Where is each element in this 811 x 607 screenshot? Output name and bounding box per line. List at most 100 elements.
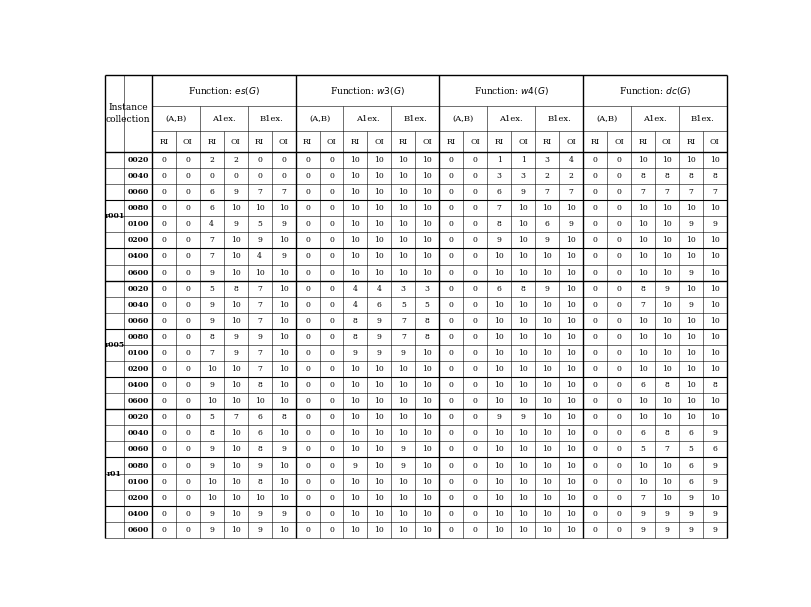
Text: 0: 0 — [448, 285, 453, 293]
Text: 10: 10 — [423, 220, 432, 228]
Text: 10: 10 — [518, 333, 528, 341]
Text: 9: 9 — [712, 429, 717, 438]
Text: 7: 7 — [257, 365, 262, 373]
Text: 9: 9 — [641, 526, 646, 534]
Text: 6: 6 — [257, 413, 262, 421]
Text: 0: 0 — [448, 381, 453, 389]
Text: Function: $\mathit{w}3(G)$: Function: $\mathit{w}3(G)$ — [330, 85, 405, 97]
Text: 6: 6 — [689, 429, 693, 438]
Text: 10: 10 — [350, 381, 360, 389]
Text: 10: 10 — [423, 381, 432, 389]
Text: 0: 0 — [473, 413, 478, 421]
Text: 0: 0 — [448, 220, 453, 228]
Text: 0: 0 — [329, 204, 334, 212]
Text: 10: 10 — [207, 493, 217, 502]
Text: 10: 10 — [518, 478, 528, 486]
Text: 0: 0 — [161, 268, 166, 277]
Text: 0: 0 — [161, 317, 166, 325]
Text: 0: 0 — [448, 493, 453, 502]
Text: 0: 0 — [473, 397, 478, 405]
Text: 0: 0 — [448, 156, 453, 164]
Text: 0: 0 — [185, 429, 191, 438]
Text: 0400: 0400 — [127, 253, 149, 260]
Text: 10: 10 — [279, 236, 289, 245]
Text: 0: 0 — [161, 156, 166, 164]
Text: 0: 0 — [305, 446, 310, 453]
Text: 4: 4 — [257, 253, 262, 260]
Text: 10: 10 — [566, 526, 576, 534]
Text: 10: 10 — [350, 188, 360, 196]
Text: 4: 4 — [377, 285, 382, 293]
Text: 10: 10 — [710, 349, 719, 357]
Text: 9: 9 — [664, 510, 669, 518]
Text: 10: 10 — [518, 365, 528, 373]
Text: 10: 10 — [375, 429, 384, 438]
Text: 10: 10 — [566, 493, 576, 502]
Text: 0: 0 — [593, 285, 598, 293]
Text: 10: 10 — [350, 446, 360, 453]
Text: 0: 0 — [616, 236, 621, 245]
Text: Instance
collection: Instance collection — [106, 103, 151, 124]
Text: 10: 10 — [231, 365, 241, 373]
Text: 0: 0 — [329, 526, 334, 534]
Text: 10: 10 — [398, 253, 408, 260]
Text: 0: 0 — [616, 253, 621, 260]
Text: 0: 0 — [473, 285, 478, 293]
Text: 10: 10 — [398, 204, 408, 212]
Text: 0200: 0200 — [127, 236, 148, 245]
Text: 10: 10 — [686, 285, 696, 293]
Text: 0: 0 — [329, 478, 334, 486]
Text: 7: 7 — [664, 188, 669, 196]
Text: RI: RI — [159, 138, 169, 146]
Text: 0: 0 — [593, 253, 598, 260]
Text: OI: OI — [231, 138, 241, 146]
Text: 0: 0 — [593, 493, 598, 502]
Text: 10: 10 — [518, 446, 528, 453]
Text: 10: 10 — [686, 381, 696, 389]
Text: 10: 10 — [398, 381, 408, 389]
Text: 0: 0 — [448, 333, 453, 341]
Text: 0: 0 — [161, 333, 166, 341]
Text: 0: 0 — [305, 365, 310, 373]
Text: 0040: 0040 — [127, 429, 149, 438]
Text: 0: 0 — [209, 172, 214, 180]
Text: 7: 7 — [641, 493, 646, 502]
Text: 0: 0 — [593, 156, 598, 164]
Text: 10: 10 — [231, 381, 241, 389]
Text: 0: 0 — [161, 413, 166, 421]
Text: 0: 0 — [448, 268, 453, 277]
Text: 10: 10 — [398, 413, 408, 421]
Text: 0: 0 — [616, 333, 621, 341]
Text: OI: OI — [710, 138, 719, 146]
Text: 10: 10 — [423, 461, 432, 470]
Text: 10: 10 — [279, 381, 289, 389]
Text: 0: 0 — [161, 253, 166, 260]
Text: 0: 0 — [473, 381, 478, 389]
Text: 10: 10 — [518, 300, 528, 309]
Text: RI: RI — [638, 138, 647, 146]
Text: 10: 10 — [375, 188, 384, 196]
Text: 9: 9 — [209, 268, 214, 277]
Text: 10: 10 — [662, 365, 672, 373]
Text: 10: 10 — [518, 236, 528, 245]
Text: 7: 7 — [209, 236, 214, 245]
Text: 0: 0 — [305, 236, 310, 245]
Text: 10: 10 — [350, 493, 360, 502]
Text: 10: 10 — [686, 365, 696, 373]
Text: 9: 9 — [209, 300, 214, 309]
Text: 10: 10 — [543, 333, 552, 341]
Text: 10: 10 — [231, 478, 241, 486]
Text: 7: 7 — [281, 188, 286, 196]
Text: 10: 10 — [255, 493, 264, 502]
Text: 0: 0 — [616, 188, 621, 196]
Text: 10: 10 — [423, 397, 432, 405]
Text: 10: 10 — [350, 268, 360, 277]
Text: 0: 0 — [593, 397, 598, 405]
Text: 0020: 0020 — [127, 156, 148, 164]
Text: 0: 0 — [473, 317, 478, 325]
Text: 10: 10 — [279, 493, 289, 502]
Text: 10: 10 — [231, 510, 241, 518]
Text: 9: 9 — [281, 253, 286, 260]
Text: 10: 10 — [566, 397, 576, 405]
Text: 7: 7 — [641, 188, 646, 196]
